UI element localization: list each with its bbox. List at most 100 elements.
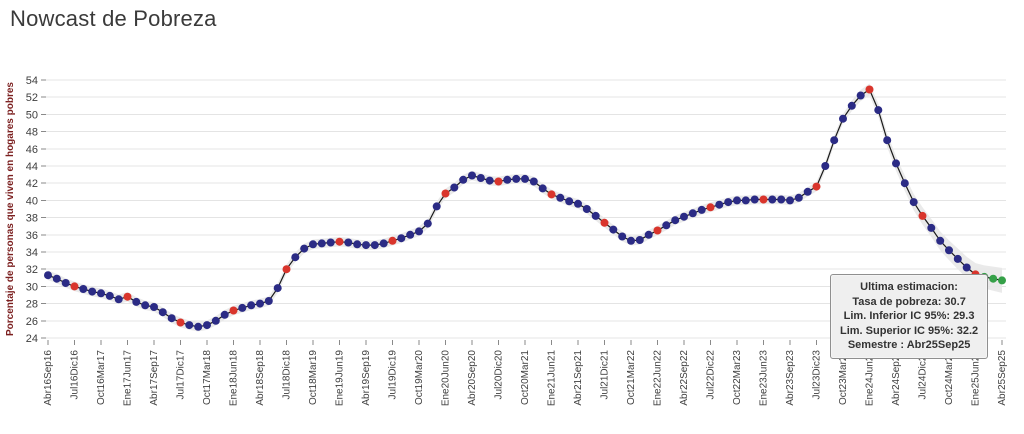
data-point[interactable] xyxy=(441,189,450,198)
data-point[interactable] xyxy=(600,218,609,227)
data-point[interactable] xyxy=(468,171,476,180)
data-point[interactable] xyxy=(618,232,627,241)
data-point[interactable] xyxy=(953,254,962,263)
data-point[interactable] xyxy=(211,316,220,325)
data-point[interactable] xyxy=(309,240,317,249)
data-point[interactable] xyxy=(803,187,812,196)
data-point[interactable] xyxy=(150,303,158,311)
data-point[interactable] xyxy=(715,200,724,209)
data-point[interactable] xyxy=(176,318,185,327)
data-point[interactable] xyxy=(317,239,326,248)
data-point[interactable] xyxy=(97,289,105,298)
data-point[interactable] xyxy=(945,246,953,255)
data-point[interactable] xyxy=(450,183,459,192)
data-point[interactable] xyxy=(883,136,892,145)
data-point[interactable] xyxy=(459,175,468,184)
data-point[interactable] xyxy=(706,203,715,212)
data-point[interactable] xyxy=(61,279,70,287)
data-point[interactable] xyxy=(141,301,150,310)
data-point[interactable] xyxy=(574,199,582,208)
data-point[interactable] xyxy=(786,196,794,205)
data-point[interactable] xyxy=(247,301,256,310)
data-point[interactable] xyxy=(538,184,547,193)
data-point[interactable] xyxy=(114,295,123,304)
data-point[interactable] xyxy=(388,236,397,245)
data-point[interactable] xyxy=(847,101,856,110)
data-point[interactable] xyxy=(874,106,883,115)
data-point[interactable] xyxy=(70,282,79,291)
data-point[interactable] xyxy=(167,314,176,323)
data-point[interactable] xyxy=(582,205,591,213)
data-point[interactable] xyxy=(688,209,697,218)
data-point[interactable] xyxy=(238,303,247,312)
data-point[interactable] xyxy=(927,223,936,232)
data-point[interactable] xyxy=(123,292,132,301)
data-point[interactable] xyxy=(397,234,406,243)
data-point[interactable] xyxy=(821,162,830,170)
poverty-nowcast-chart[interactable]: 24 26 28 30 32 34 36 38 40 42 44 46 48 50 52 54 Abr16Sep… xyxy=(0,45,1024,434)
data-point[interactable] xyxy=(415,227,423,236)
data-point[interactable] xyxy=(892,159,900,168)
data-point[interactable] xyxy=(79,285,88,293)
data-point[interactable] xyxy=(733,196,741,205)
data-point[interactable] xyxy=(423,219,432,228)
data-point[interactable] xyxy=(662,221,671,230)
data-point[interactable] xyxy=(521,174,529,183)
data-point[interactable] xyxy=(644,230,653,239)
data-point[interactable] xyxy=(609,225,618,234)
data-point[interactable] xyxy=(812,182,821,191)
data-point[interactable] xyxy=(406,230,415,239)
data-point[interactable] xyxy=(220,310,229,319)
data-point[interactable] xyxy=(432,202,441,211)
data-point[interactable] xyxy=(741,196,750,205)
data-point[interactable] xyxy=(335,237,344,246)
data-point[interactable] xyxy=(256,299,264,308)
data-point[interactable] xyxy=(759,195,768,204)
data-point[interactable] xyxy=(105,291,114,300)
data-point[interactable] xyxy=(353,240,362,249)
data-point[interactable] xyxy=(291,253,300,262)
data-point[interactable] xyxy=(185,321,194,330)
data-point[interactable] xyxy=(697,205,706,214)
data-point[interactable] xyxy=(88,287,97,296)
data-point[interactable] xyxy=(503,175,512,184)
data-point[interactable] xyxy=(203,321,211,330)
data-point[interactable] xyxy=(44,271,52,280)
data-point[interactable] xyxy=(158,308,167,317)
data-point[interactable] xyxy=(494,177,503,186)
data-point[interactable] xyxy=(856,91,865,100)
data-point[interactable] xyxy=(794,193,803,202)
data-point[interactable] xyxy=(936,236,945,245)
data-point[interactable] xyxy=(344,238,353,247)
data-point[interactable] xyxy=(989,274,998,283)
data-point[interactable] xyxy=(52,274,61,283)
data-point[interactable] xyxy=(229,306,238,315)
data-point[interactable] xyxy=(556,193,565,202)
data-point[interactable] xyxy=(768,195,777,204)
data-point[interactable] xyxy=(476,174,485,182)
data-point[interactable] xyxy=(194,322,203,331)
data-point[interactable] xyxy=(680,212,688,221)
data-point[interactable] xyxy=(635,236,644,244)
data-point[interactable] xyxy=(300,244,309,253)
data-point[interactable] xyxy=(512,174,521,183)
data-point[interactable] xyxy=(547,190,556,199)
data-point[interactable] xyxy=(962,263,971,272)
data-point[interactable] xyxy=(326,238,335,247)
data-point[interactable] xyxy=(865,85,874,94)
data-point[interactable] xyxy=(918,211,927,220)
data-point[interactable] xyxy=(777,195,786,204)
data-point[interactable] xyxy=(282,265,291,274)
data-point[interactable] xyxy=(998,276,1006,285)
data-point[interactable] xyxy=(900,179,909,188)
data-point[interactable] xyxy=(370,241,379,250)
data-point[interactable] xyxy=(132,297,141,306)
data-point[interactable] xyxy=(909,198,918,207)
data-point[interactable] xyxy=(485,176,494,185)
data-point[interactable] xyxy=(379,239,388,248)
data-point[interactable] xyxy=(653,226,662,235)
data-point[interactable] xyxy=(750,195,759,204)
data-point[interactable] xyxy=(264,297,273,305)
data-point[interactable] xyxy=(362,241,370,250)
data-point[interactable] xyxy=(591,211,600,220)
